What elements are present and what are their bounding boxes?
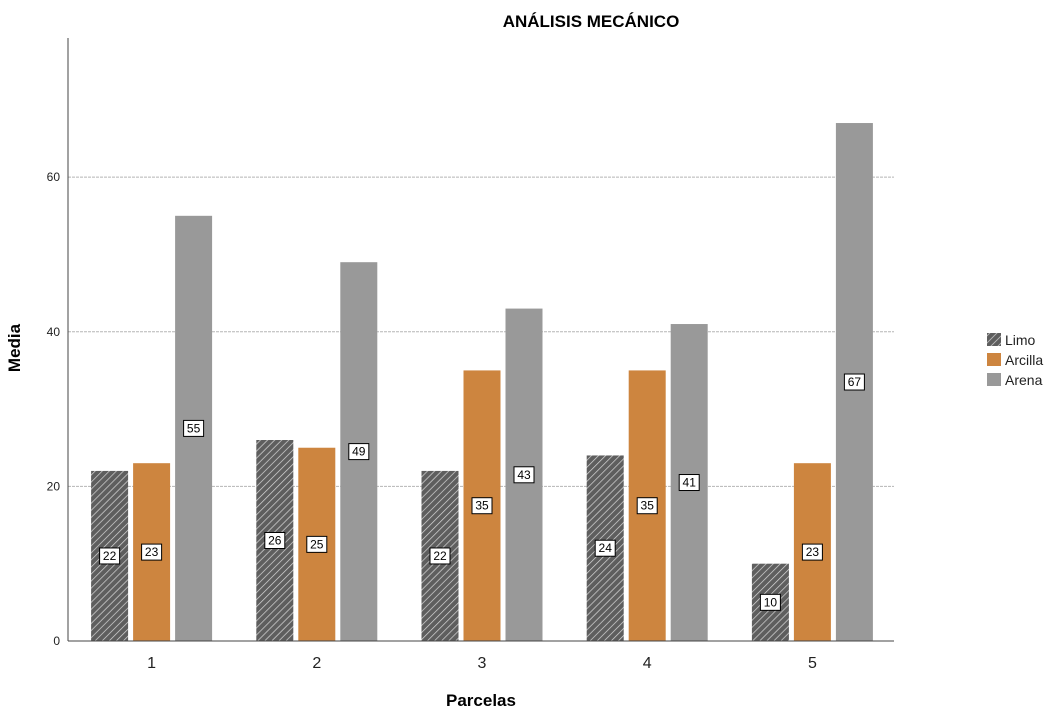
data-label-box	[636, 497, 658, 515]
legend-label-arcilla: Arcilla	[1005, 352, 1043, 368]
y-tick-label: 60	[47, 170, 61, 184]
data-label: 24	[599, 541, 613, 555]
x-tick-labels: 1 2 3 4 5	[147, 655, 817, 672]
x-tick-label: 1	[147, 655, 156, 672]
y-tick-label: 40	[47, 325, 61, 339]
data-label: 55	[187, 421, 201, 435]
x-tick-label: 5	[808, 655, 817, 672]
data-label-box	[471, 497, 493, 515]
data-label-box	[348, 443, 370, 461]
bars	[91, 123, 873, 642]
data-label-box	[843, 373, 865, 391]
data-label-box	[513, 466, 535, 484]
y-tick-label: 20	[47, 479, 61, 493]
legend-label-limo: Limo	[1005, 332, 1036, 348]
y-tick-label: 0	[53, 634, 60, 648]
data-label: 25	[310, 537, 324, 551]
data-label: 22	[433, 549, 447, 563]
data-label: 43	[517, 468, 531, 482]
data-labels: 22 23 55 26 25 49 22 35 43 24 35 41 10 23 67	[99, 373, 865, 611]
x-axis-title: Parcelas	[446, 691, 516, 710]
x-tick-label: 4	[643, 655, 652, 672]
data-label-box	[759, 593, 781, 611]
data-label: 49	[352, 445, 366, 459]
data-label: 41	[683, 476, 697, 490]
data-label: 23	[806, 545, 820, 559]
data-label: 35	[475, 499, 489, 513]
legend-swatch-arcilla	[987, 353, 1001, 366]
data-label: 35	[641, 499, 655, 513]
data-label-box	[594, 539, 616, 557]
data-label-box	[678, 474, 700, 492]
legend-label-arena: Arena	[1005, 372, 1043, 388]
data-label-box	[306, 535, 328, 553]
data-label-box	[141, 543, 163, 561]
data-label-box	[183, 419, 205, 437]
data-label: 26	[268, 534, 282, 548]
legend-swatch-limo	[987, 333, 1001, 346]
x-tick-label: 3	[478, 655, 487, 672]
data-label-box	[99, 547, 121, 565]
data-label: 23	[145, 545, 159, 559]
data-label-box	[264, 532, 286, 549]
data-label-box	[801, 543, 823, 561]
y-axis-title: Media	[5, 323, 24, 372]
data-label-box	[429, 547, 451, 565]
data-label: 22	[103, 549, 117, 563]
chart-title: ANÁLISIS MECÁNICO	[503, 12, 680, 31]
data-label: 67	[848, 375, 862, 389]
legend-swatch-arena	[987, 373, 1001, 386]
data-label: 10	[764, 595, 778, 609]
legend: Limo Arcilla Arena	[987, 332, 1043, 388]
x-tick-label: 2	[312, 655, 321, 672]
y-tick-labels: 0 20 40 60	[47, 170, 61, 648]
